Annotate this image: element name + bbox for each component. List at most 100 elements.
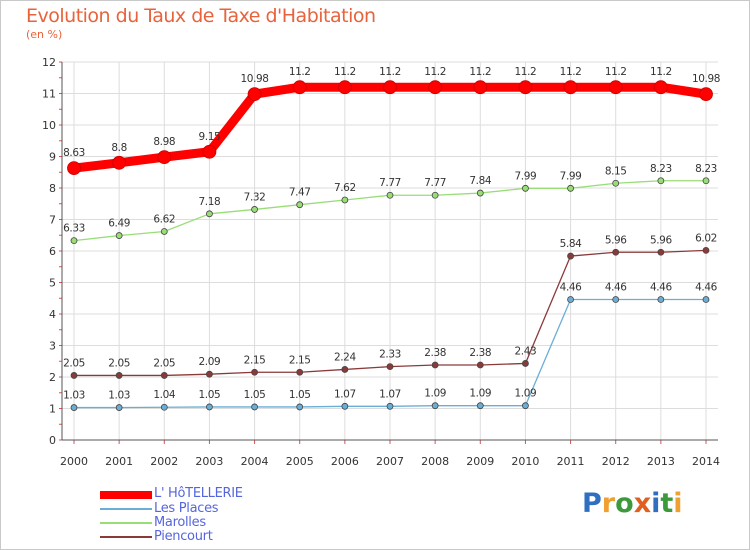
legend-label-piencourt: Piencourt — [154, 529, 213, 544]
data-label-piencourt-2001: 2.05 — [108, 357, 130, 369]
logo-letter: r — [601, 488, 616, 519]
data-point-piencourt-2010 — [522, 360, 529, 367]
data-label-les-places-2001: 1.03 — [108, 390, 130, 402]
x-tick-label-2007: 2007 — [376, 455, 404, 468]
data-point-les-places-2010 — [522, 402, 529, 410]
x-tick-label-2003: 2003 — [195, 455, 223, 468]
data-point-les-places-2000 — [70, 404, 78, 411]
data-label-les-places-2004: 1.05 — [244, 389, 266, 401]
x-tick-label-2012: 2012 — [602, 455, 630, 468]
data-label-piencourt-2005: 2.15 — [289, 354, 311, 366]
chart-title: Evolution du Taux de Taxe d'Habitation — [26, 5, 376, 27]
data-label-les-places-2014: 4.46 — [695, 282, 717, 294]
data-label-l-h-tellerie-2012: 11.2 — [605, 66, 627, 78]
y-tick-label-9: 9 — [49, 151, 56, 164]
data-point-l-h-tellerie-2006 — [337, 80, 352, 95]
data-point-piencourt-2007 — [386, 363, 394, 371]
data-point-l-h-tellerie-2013 — [653, 80, 668, 95]
data-label-l-h-tellerie-2003: 9.15 — [199, 131, 221, 143]
data-label-piencourt-2008: 2.38 — [424, 347, 446, 359]
data-point-marolles-2010 — [522, 184, 529, 192]
data-point-marolles-2000 — [70, 237, 78, 245]
data-label-piencourt-2006: 2.24 — [334, 351, 356, 363]
data-label-marolles-2005: 7.47 — [289, 187, 311, 199]
data-label-l-h-tellerie-2011: 11.2 — [560, 66, 582, 78]
data-label-les-places-2006: 1.07 — [334, 388, 356, 400]
data-point-l-h-tellerie-2014 — [699, 87, 713, 102]
data-point-marolles-2003 — [206, 210, 213, 218]
data-label-piencourt-2010: 2.43 — [515, 345, 537, 357]
data-label-l-h-tellerie-2004: 10.98 — [241, 73, 269, 85]
data-label-l-h-tellerie-2000: 8.63 — [63, 147, 85, 159]
y-tick-label-5: 5 — [49, 277, 56, 290]
data-point-piencourt-2011 — [567, 252, 574, 260]
legend-item-les-places: Les Places — [100, 501, 360, 517]
data-label-marolles-2010: 7.99 — [515, 170, 537, 182]
logo-letter: o — [615, 488, 634, 519]
x-tick-label-2011: 2011 — [557, 455, 585, 468]
data-point-l-h-tellerie-2003 — [202, 144, 217, 159]
data-point-les-places-2013 — [657, 296, 665, 303]
data-label-marolles-2008: 7.77 — [424, 177, 446, 189]
data-label-piencourt-2004: 2.15 — [244, 354, 266, 366]
data-point-les-places-2002 — [160, 403, 168, 411]
y-tick-label-12: 12 — [42, 56, 56, 69]
legend-swatch-marolles — [100, 522, 152, 524]
data-label-les-places-2003: 1.05 — [199, 389, 221, 401]
data-label-marolles-2011: 7.99 — [560, 170, 582, 182]
data-label-l-h-tellerie-2002: 8.98 — [153, 136, 175, 148]
data-label-marolles-2000: 6.33 — [63, 223, 85, 235]
data-label-l-h-tellerie-2013: 11.2 — [650, 66, 672, 78]
y-tick-label-10: 10 — [42, 119, 56, 132]
data-label-l-h-tellerie-2005: 11.2 — [289, 66, 311, 78]
logo-letter: i — [651, 488, 661, 519]
legend-item-piencourt: Piencourt — [100, 529, 360, 545]
data-label-l-h-tellerie-2001: 8.8 — [111, 142, 127, 154]
data-label-les-places-2007: 1.07 — [379, 388, 401, 400]
data-point-marolles-2009 — [476, 189, 484, 197]
data-label-les-places-2000: 1.03 — [63, 390, 85, 402]
legend-swatch-piencourt — [100, 536, 152, 538]
legend-label-les-places: Les Places — [154, 501, 219, 516]
data-label-les-places-2011: 4.46 — [560, 282, 582, 294]
y-tick-label-11: 11 — [42, 88, 56, 101]
data-label-piencourt-2000: 2.05 — [63, 357, 85, 369]
y-tick-label-4: 4 — [49, 308, 56, 321]
data-point-piencourt-2001 — [115, 372, 123, 379]
legend-item-marolles: Marolles — [100, 515, 360, 531]
logo-letter: i — [673, 488, 683, 519]
data-point-piencourt-2006 — [341, 366, 349, 373]
legend-label-hotellerie: L' HôTELLERIE — [154, 486, 243, 501]
x-tick-label-2010: 2010 — [511, 455, 539, 468]
data-point-marolles-2011 — [567, 184, 574, 192]
data-label-marolles-2003: 7.18 — [199, 196, 221, 208]
data-label-les-places-2008: 1.09 — [424, 388, 446, 400]
data-point-piencourt-2013 — [657, 248, 665, 256]
y-tick-label-7: 7 — [49, 214, 56, 227]
x-tick-label-2000: 2000 — [60, 455, 88, 468]
data-point-les-places-2001 — [115, 404, 123, 411]
data-point-les-places-2004 — [251, 403, 258, 411]
data-point-les-places-2005 — [296, 403, 304, 411]
x-tick-label-2008: 2008 — [421, 455, 449, 468]
y-tick-label-1: 1 — [49, 403, 56, 416]
chart-subtitle: (en %) — [26, 28, 63, 41]
data-point-marolles-2005 — [296, 201, 304, 209]
data-point-marolles-2001 — [115, 232, 123, 239]
proxiti-logo: Proxiti — [582, 488, 683, 519]
data-point-l-h-tellerie-2000 — [67, 161, 81, 176]
data-label-piencourt-2011: 5.84 — [560, 238, 582, 250]
data-point-l-h-tellerie-2005 — [292, 80, 307, 95]
x-tick-label-2006: 2006 — [331, 455, 359, 468]
data-point-marolles-2013 — [657, 177, 665, 185]
data-point-les-places-2009 — [476, 402, 484, 410]
data-point-marolles-2006 — [341, 196, 349, 204]
data-label-les-places-2009: 1.09 — [469, 388, 491, 400]
data-label-marolles-2007: 7.77 — [379, 177, 401, 189]
data-point-l-h-tellerie-2004 — [247, 87, 262, 102]
data-point-les-places-2014 — [702, 296, 710, 303]
data-point-l-h-tellerie-2001 — [112, 155, 127, 170]
x-tick-label-2004: 2004 — [241, 455, 269, 468]
data-label-l-h-tellerie-2006: 11.2 — [334, 66, 356, 78]
